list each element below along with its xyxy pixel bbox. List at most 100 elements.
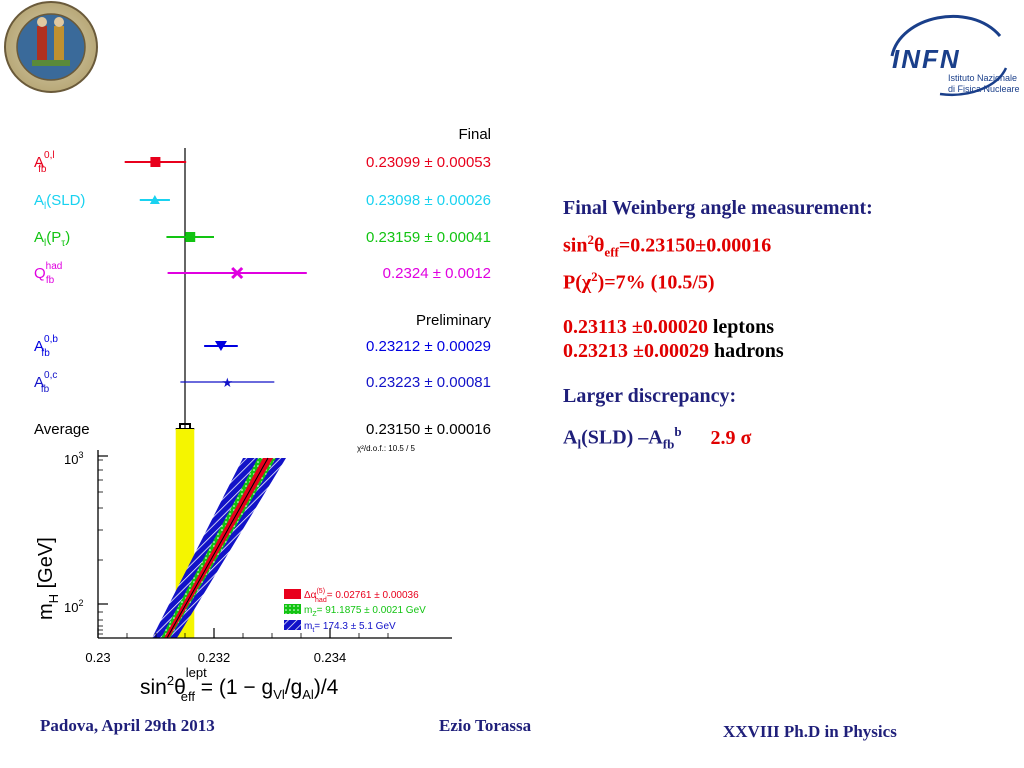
disc-sup2: b	[674, 424, 682, 440]
x-title-sup2: 2	[167, 673, 174, 688]
average-row: Average 0.23150 ± 0.00016 χ²/d.o.f.: 10.5 …	[34, 421, 491, 453]
x-axis-title: sin2θlept eff = (1 − gVl/gAl)/4	[140, 665, 339, 704]
label-tail-end: )	[65, 229, 70, 246]
label-sub: l	[44, 201, 46, 212]
label-sub: fb	[41, 384, 50, 395]
hadrons-value: 0.23213 ±0.00029	[563, 340, 709, 363]
central-prediction-line	[166, 457, 269, 639]
label-base: A	[34, 229, 44, 246]
disc-sub2: fb	[662, 436, 675, 452]
marker-star: ★	[222, 375, 234, 390]
x-title-sin: sin	[140, 676, 167, 699]
marker-triangle-down	[214, 341, 227, 351]
legend-swatch	[284, 620, 301, 630]
x-title-vl: Vl	[273, 687, 285, 702]
label-sub: l	[44, 238, 46, 249]
legend-swatch	[284, 604, 301, 614]
measurement-label: Al(SLD)	[34, 192, 85, 212]
x-title-lept: lept	[186, 665, 207, 680]
chi2-a: P(χ	[563, 271, 592, 294]
infn-logo: INFN Istituto Nazionale di Fisica Nuclea…	[880, 6, 1020, 106]
hadrons-word: hadrons	[713, 340, 784, 363]
section-preliminary-label: Preliminary	[416, 312, 492, 329]
chi2-ndof-label: χ²/d.o.f.: 10.5 / 5	[357, 444, 416, 453]
measurement-row: Al(SLD) 0.23098 ± 0.00026	[34, 192, 491, 212]
y-tick-exp: 3	[78, 450, 83, 460]
measurement-row: A0,c fb 0.23223 ± 0.00081 ★	[34, 370, 491, 395]
legend-entry: mZ= 91.1875 ± 0.0021 GeV	[284, 604, 426, 618]
y-tick-label-100: 102	[64, 598, 83, 615]
measurement-label: A0,b fb	[34, 334, 58, 359]
infn-wordmark: INFN	[892, 44, 961, 74]
label-tail-sub: τ	[61, 238, 65, 249]
marker-square	[185, 232, 196, 242]
y-tick-exp: 2	[78, 598, 83, 608]
measurement-value: 0.23212 ± 0.00029	[366, 338, 491, 355]
label-sup: 0,c	[44, 370, 57, 381]
hadrons-result: 0.23213 ±0.00029 hadrons	[563, 339, 1013, 363]
chi2-c: )=7% (10.5/5)	[597, 271, 715, 294]
label-base: A	[34, 192, 44, 209]
label-sub: fb	[41, 348, 50, 359]
legend-entry: Δα(5) had= 0.02761 ± 0.00036	[284, 588, 419, 604]
label-sup: 0,l	[44, 150, 55, 161]
sin2theta-c: =0.23150±0.00016	[618, 234, 772, 257]
x-tick-label: 0.23	[85, 650, 110, 665]
university-seal-icon	[4, 1, 98, 93]
legend-swatch	[284, 589, 301, 599]
legend-text: mt= 174.3 ± 5.1 GeV	[304, 621, 396, 634]
leptons-word: leptons	[712, 316, 774, 339]
disc-b: (SLD) –A	[581, 426, 663, 449]
measurement-label: A0,c fb	[34, 370, 57, 395]
y-axis-sub: H	[46, 594, 61, 603]
legend-text: Δα(5) had= 0.02761 ± 0.00036	[304, 588, 419, 604]
infn-subtitle-line1: Istituto Nazionale	[948, 73, 1018, 83]
footer-author: Ezio Torassa	[439, 716, 532, 735]
sin2theta-sup: 2	[587, 232, 594, 247]
footer-location-date: Padova, April 29th 2013	[40, 716, 215, 735]
measurement-row: A0,b fb 0.23212 ± 0.00029	[34, 334, 491, 359]
measurement-row: A0,l fb 0.23099 ± 0.00053	[34, 150, 491, 175]
legend-sub: Z	[312, 611, 317, 618]
disc-a: A	[563, 426, 578, 449]
average-value: 0.23150 ± 0.00016	[366, 421, 491, 438]
legend-a: m	[304, 605, 312, 616]
legend-b: = 91.1875 ± 0.0021 GeV	[317, 605, 427, 616]
label-tail: (P	[46, 229, 61, 246]
leptons-value: 0.23113 ±0.00020	[563, 316, 708, 339]
legend-sup: (5)	[316, 588, 325, 595]
marker-square	[150, 157, 161, 167]
label-sub: fb	[46, 275, 55, 286]
footer-course: XXVIII Ph.D in Physics	[723, 722, 897, 741]
label-sup: had	[46, 261, 63, 272]
infn-subtitle-line2: di Fisica Nucleare	[948, 84, 1020, 94]
spacer	[563, 363, 1013, 384]
alpha-uncertainty-band	[164, 458, 273, 638]
summary-panel: Final Weinberg angle measurement: sin2θe…	[563, 196, 1013, 457]
sin2theta-result: sin2θeff=0.23150±0.00016	[563, 228, 1013, 265]
spacer	[563, 294, 1013, 315]
x-tick-label: 0.234	[314, 650, 347, 665]
sin2theta-a: sin	[563, 234, 588, 257]
y-axis-title: mH [GeV]	[35, 537, 61, 620]
measurement-label: Al(Pτ)	[34, 229, 70, 249]
chi2-probability: P(χ2)=7% (10.5/5)	[563, 265, 1013, 295]
summary-heading: Final Weinberg angle measurement:	[563, 197, 873, 219]
legend-a: m	[304, 621, 312, 632]
x-title-rest: = (1 − g	[195, 676, 273, 699]
label-base: A	[34, 374, 44, 391]
label-sub: fb	[38, 164, 47, 175]
infn-swirl-icon	[890, 14, 1008, 97]
measurement-value: 0.2324 ± 0.0012	[383, 265, 491, 282]
label-sup: 0,b	[44, 334, 58, 345]
x-title-eff: eff	[181, 689, 196, 704]
legend-text: mZ= 91.1875 ± 0.0021 GeV	[304, 605, 426, 618]
legend-sub: had	[315, 597, 327, 604]
legend-entry: mt= 174.3 ± 5.1 GeV	[284, 620, 396, 634]
measurement-label: A0,l fb	[34, 150, 55, 175]
section-final-label: Final	[458, 126, 491, 143]
measurement-value: 0.23159 ± 0.00041	[366, 229, 491, 246]
label-tail: (SLD)	[46, 192, 85, 209]
label-base: A	[34, 154, 44, 171]
